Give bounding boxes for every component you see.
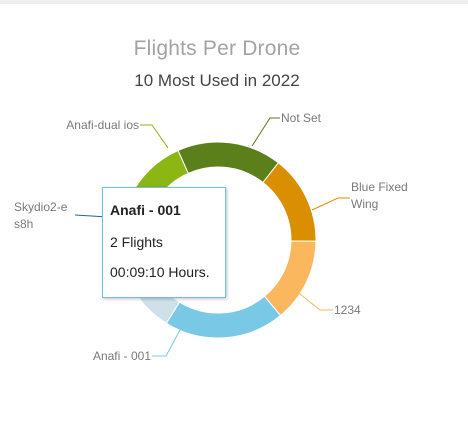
- slice-label-blue-fixed-wing-2: Wing: [351, 197, 378, 211]
- chart-tooltip: Anafi - 001 2 Flights 00:09:10 Hours.: [102, 187, 226, 298]
- slice-label-1234: 1234: [334, 303, 361, 317]
- tooltip-drone-name: Anafi - 001: [110, 202, 181, 218]
- leader-line-anafi-001: [152, 329, 181, 357]
- slice-label-skydio-1: Skydio2-e: [14, 200, 68, 214]
- leader-line-blue-fixed-wing: [311, 197, 350, 211]
- chart-subtitle: 10 Most Used in 2022: [134, 71, 300, 90]
- slice-label-not-set: Not Set: [281, 111, 322, 125]
- slice-label-anafi-001: Anafi - 001: [93, 349, 151, 363]
- chart-title: Flights Per Drone: [133, 37, 301, 60]
- slice-label-skydio-2: s8h: [14, 217, 33, 231]
- donut-slice-not-set[interactable]: [177, 141, 280, 184]
- top-border: [0, 0, 468, 4]
- leader-line-not-set: [251, 117, 280, 147]
- slice-label-anafi-dual: Anafi-dual ios: [66, 118, 139, 132]
- donut-slice-blue-fixed-wing[interactable]: [262, 162, 317, 242]
- slice-label-blue-fixed-wing-1: Blue Fixed: [351, 180, 408, 194]
- tooltip-flights: 2 Flights: [110, 234, 163, 250]
- leader-line-anafi-dual: [140, 124, 169, 149]
- leader-line-1234: [289, 285, 333, 311]
- donut-slice-anafi-001[interactable]: [165, 295, 282, 339]
- donut-slice-1234[interactable]: [263, 240, 317, 317]
- tooltip-duration: 00:09:10 Hours.: [110, 264, 210, 280]
